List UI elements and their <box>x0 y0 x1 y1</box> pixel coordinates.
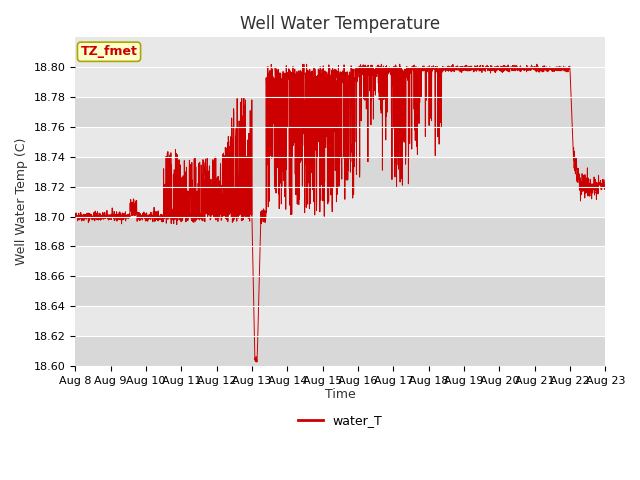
Bar <box>76 336 605 366</box>
Legend: water_T: water_T <box>293 409 388 432</box>
Title: Well Water Temperature: Well Water Temperature <box>240 15 440 33</box>
Bar <box>76 276 605 306</box>
Bar <box>76 157 605 187</box>
Y-axis label: Well Water Temp (C): Well Water Temp (C) <box>15 138 28 265</box>
Text: TZ_fmet: TZ_fmet <box>81 45 138 58</box>
Bar <box>76 97 605 127</box>
Bar <box>76 216 605 246</box>
X-axis label: Time: Time <box>325 388 356 401</box>
